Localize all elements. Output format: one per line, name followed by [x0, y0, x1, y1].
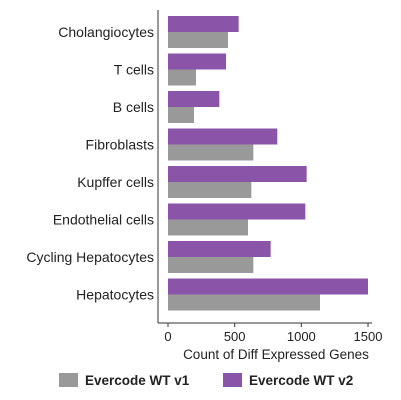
bar-v2-4 [168, 166, 307, 182]
bars [168, 16, 368, 311]
bar-v2-6 [168, 241, 271, 257]
category-label: Fibroblasts [86, 137, 154, 153]
x-tick-label: 500 [224, 329, 246, 344]
category-label: T cells [114, 62, 154, 78]
bar-v2-7 [168, 278, 368, 295]
x-tick-label: 0 [164, 329, 171, 344]
x-tick-label: 1500 [354, 329, 383, 344]
bar-v1-0 [168, 32, 228, 48]
bar-v1-7 [168, 294, 320, 311]
bar-v1-1 [168, 69, 196, 86]
bar-v2-2 [168, 91, 220, 107]
legend-label-1: Evercode WT v1 [85, 373, 190, 388]
bar-v2-5 [168, 203, 306, 220]
bar-v1-3 [168, 144, 254, 161]
category-label: Cholangiocytes [58, 24, 154, 40]
bar-v1-6 [168, 257, 254, 273]
legend-label-2: Evercode WT v2 [249, 373, 353, 388]
category-label: Cycling Hepatocytes [26, 249, 154, 265]
legend-swatch-2 [223, 373, 242, 387]
bar-v2-1 [168, 53, 226, 70]
category-label: Endothelial cells [53, 212, 154, 228]
bar-v1-5 [168, 219, 248, 236]
bar-v2-3 [168, 128, 278, 145]
legend: Evercode WT v1 Evercode WT v2 [59, 373, 353, 388]
bar-v2-0 [168, 16, 239, 32]
bar-v1-4 [168, 182, 252, 198]
bar-v1-2 [168, 107, 194, 123]
category-label: B cells [113, 99, 154, 115]
x-tick-label: 1000 [287, 329, 316, 344]
category-label: Hepatocytes [76, 287, 154, 303]
category-label: Kupffer cells [77, 174, 154, 190]
category-labels: Cholangiocytes T cells B cells Fibroblasts K… [26, 24, 154, 303]
x-axis-ticks: 0 500 1000 1500 [164, 323, 382, 344]
x-axis-title: Count of Diff Expressed Genes [183, 347, 369, 362]
legend-swatch-1 [59, 373, 78, 387]
